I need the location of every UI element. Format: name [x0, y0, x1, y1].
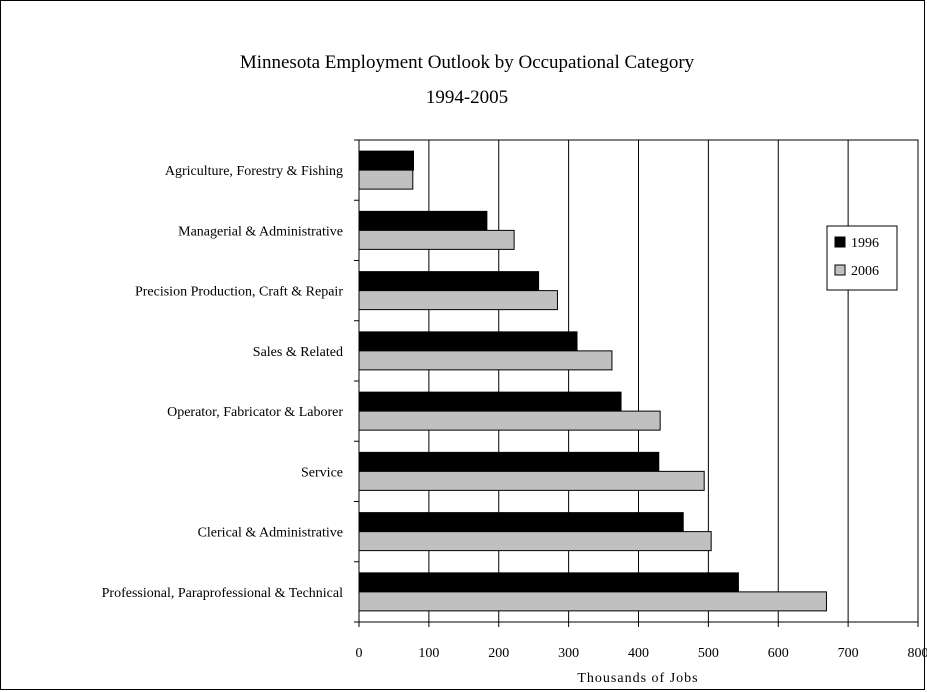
bar-2006 [358, 410, 661, 431]
legend-label: 2006 [851, 264, 879, 279]
category-label: Service [301, 465, 343, 480]
category-label: Clerical & Administrative [198, 526, 343, 541]
x-axis-label: Thousands of Jobs [577, 671, 698, 686]
category-label: Managerial & Administrative [178, 224, 343, 239]
legend-swatch [834, 236, 846, 248]
x-tick-label: 0 [356, 646, 363, 661]
category-label: Professional, Paraprofessional & Technic… [102, 586, 343, 601]
x-tick-label: 800 [908, 646, 927, 661]
x-tick-label: 700 [838, 646, 859, 661]
x-tick-label: 100 [418, 646, 439, 661]
bar-2006 [358, 350, 613, 371]
bar-1996 [358, 210, 488, 231]
bar-1996 [358, 391, 622, 412]
bar-2006 [358, 169, 414, 190]
legend-label: 1996 [851, 236, 879, 251]
legend-swatch [834, 264, 846, 276]
bar-2006 [358, 591, 827, 612]
bar-1996 [358, 572, 739, 593]
bar-2006 [358, 290, 558, 311]
legend: 1996 2006 [826, 225, 898, 291]
bar-1996 [358, 512, 684, 533]
bar-1996 [358, 150, 415, 171]
category-label: Sales & Related [253, 345, 343, 360]
x-tick-label: 400 [628, 646, 649, 661]
category-label: Precision Production, Craft & Repair [135, 285, 343, 300]
category-label: Agriculture, Forestry & Fishing [165, 164, 343, 179]
bar-2006 [358, 470, 705, 491]
chart-subtitle: 1994-2005 [426, 87, 508, 108]
x-tick-label: 200 [488, 646, 509, 661]
category-label: Operator, Fabricator & Laborer [167, 405, 343, 420]
x-tick-label: 600 [768, 646, 789, 661]
chart-title: Minnesota Employment Outlook by Occupati… [240, 52, 695, 73]
x-tick-label: 500 [698, 646, 719, 661]
bar-2006 [358, 531, 712, 552]
bar-2006 [358, 229, 515, 250]
x-tick-label: 300 [558, 646, 579, 661]
bar-1996 [358, 331, 578, 352]
bar-1996 [358, 451, 660, 472]
bar-1996 [358, 271, 540, 292]
